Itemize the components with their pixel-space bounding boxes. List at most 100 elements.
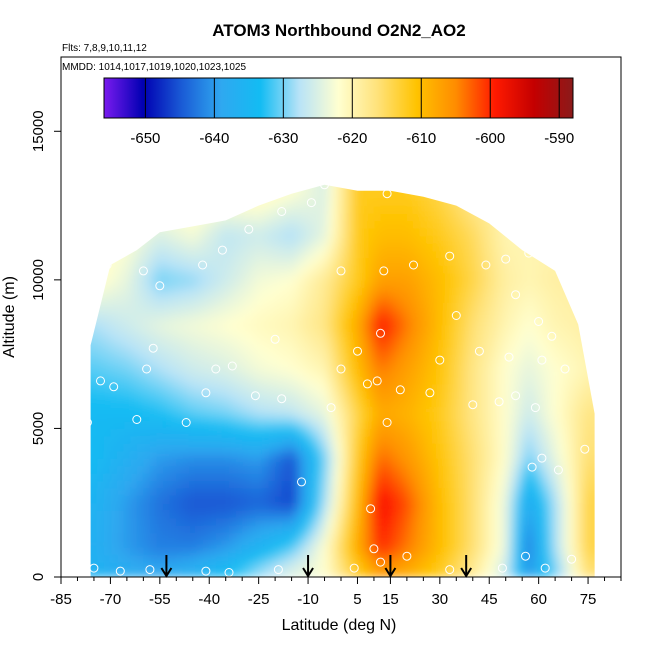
heatmap-cell <box>565 257 573 266</box>
heatmap-cell <box>229 279 237 288</box>
heatmap-cell <box>571 525 579 534</box>
heatmap-cell <box>189 324 197 333</box>
heatmap-cell <box>367 569 375 578</box>
heatmap-cell <box>565 450 573 459</box>
heatmap-cell <box>117 220 125 229</box>
heatmap-cell <box>229 272 237 281</box>
heatmap-cell <box>591 168 598 176</box>
heatmap-cell <box>354 473 362 482</box>
heatmap-cell <box>341 361 349 370</box>
heatmap-cell <box>354 569 362 578</box>
heatmap-cell <box>334 458 342 467</box>
heatmap-cell <box>426 272 434 281</box>
heatmap-cell <box>492 220 500 229</box>
heatmap-cell <box>439 562 448 571</box>
heatmap-cell <box>334 562 342 571</box>
heatmap-cell <box>505 517 513 526</box>
heatmap-cell <box>202 376 210 385</box>
heatmap-cell <box>380 413 388 422</box>
heatmap-cell <box>532 198 540 207</box>
heatmap-cell <box>472 562 480 571</box>
heatmap-cell <box>321 428 329 437</box>
heatmap-cell <box>189 450 197 459</box>
heatmap-cell <box>360 331 368 340</box>
heatmap-cell <box>532 435 540 444</box>
heatmap-cell <box>354 205 362 214</box>
heatmap-cell <box>261 331 270 340</box>
heatmap-cell <box>571 443 579 452</box>
heatmap-cell <box>459 331 467 340</box>
heatmap-cell <box>242 272 250 281</box>
heatmap-cell <box>591 495 595 504</box>
heatmap-cell <box>103 517 112 526</box>
heatmap-cell <box>90 279 98 288</box>
heatmap-cell <box>367 554 375 563</box>
heatmap-cell <box>90 309 98 318</box>
heatmap-cell <box>571 502 579 511</box>
heatmap-cell <box>182 227 191 236</box>
heatmap-cell <box>294 376 303 385</box>
heatmap-cell <box>512 421 520 430</box>
heatmap-cell <box>281 525 289 534</box>
heatmap-cell <box>545 510 553 519</box>
heatmap-cell <box>493 168 500 176</box>
heatmap-cell <box>196 369 204 378</box>
heatmap-cell <box>380 220 388 229</box>
heatmap-cell <box>169 317 177 326</box>
heatmap-cell <box>598 176 605 184</box>
heatmap-cell <box>130 413 138 422</box>
heatmap-cell <box>301 458 309 467</box>
heatmap-cell <box>518 406 527 415</box>
heatmap-cell <box>387 369 395 378</box>
heatmap-cell <box>545 406 553 415</box>
heatmap-cell <box>433 517 441 526</box>
heatmap-cell <box>341 487 349 496</box>
heatmap-cell <box>367 525 375 534</box>
heatmap-cell <box>255 324 263 333</box>
heatmap-cell <box>466 302 474 311</box>
heatmap-cell <box>439 205 448 214</box>
heatmap-cell <box>598 339 605 347</box>
heatmap-cell <box>229 220 237 229</box>
heatmap-cell <box>215 361 224 370</box>
heatmap-cell <box>584 517 592 526</box>
heatmap-cell <box>294 242 303 251</box>
heatmap-cell <box>215 569 224 578</box>
heatmap-cell <box>202 480 210 489</box>
heatmap-cell <box>380 510 388 519</box>
heatmap-cell <box>182 184 191 192</box>
heatmap-cell <box>492 257 500 266</box>
heatmap-cell <box>176 413 184 422</box>
heatmap-cell <box>97 517 105 526</box>
heatmap-cell <box>532 227 540 236</box>
heatmap-cell <box>387 309 395 318</box>
heatmap-cell <box>235 562 243 571</box>
heatmap-cell <box>149 198 158 207</box>
heatmap-cell <box>235 265 243 274</box>
heatmap-cell <box>426 361 434 370</box>
heatmap-cell <box>367 265 375 274</box>
heatmap-cell <box>123 361 131 370</box>
heatmap-cell <box>183 168 190 176</box>
heatmap-cell <box>71 369 78 377</box>
heatmap-cell <box>584 294 592 303</box>
heatmap-cell <box>459 250 467 259</box>
heatmap-cell <box>327 302 336 311</box>
heatmap-cell <box>479 242 487 251</box>
heatmap-cell <box>90 532 98 541</box>
heatmap-cell <box>406 525 415 534</box>
heatmap-cell <box>525 161 532 169</box>
heatmap-cell <box>479 354 487 363</box>
heatmap-cell <box>123 391 131 400</box>
heatmap-cell <box>551 525 560 534</box>
heatmap-cell <box>565 235 573 244</box>
heatmap-cell <box>525 435 533 444</box>
heatmap-cell <box>538 465 546 474</box>
heatmap-cell <box>605 310 612 318</box>
heatmap-cell <box>387 525 395 534</box>
heatmap-cell <box>499 473 507 482</box>
heatmap-cell <box>97 287 105 296</box>
heatmap-cell <box>149 227 158 236</box>
heatmap-cell <box>380 361 388 370</box>
heatmap-cell <box>565 443 573 452</box>
